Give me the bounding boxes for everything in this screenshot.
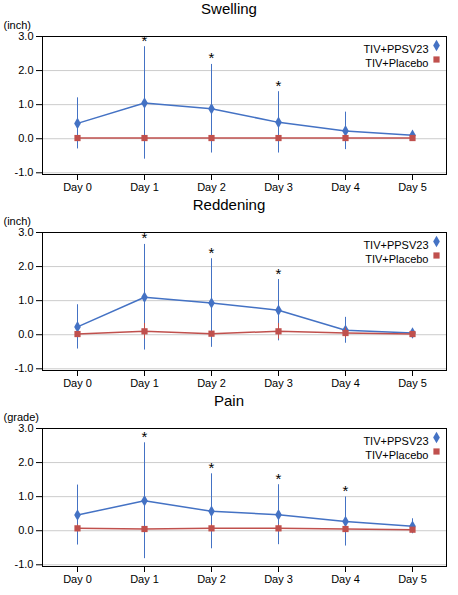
- svg-text:TIV+PPSV23: TIV+PPSV23: [363, 239, 428, 251]
- svg-text:-1.0: -1.0: [15, 558, 34, 570]
- svg-text:*: *: [209, 459, 215, 476]
- svg-text:(inch): (inch): [4, 19, 32, 31]
- svg-text:1.0: 1.0: [18, 490, 33, 502]
- svg-text:*: *: [142, 32, 148, 49]
- svg-text:Day 4: Day 4: [331, 377, 360, 389]
- svg-text:Day 2: Day 2: [197, 377, 226, 389]
- svg-text:0.0: 0.0: [18, 132, 33, 144]
- svg-text:*: *: [142, 428, 148, 445]
- svg-text:Day 3: Day 3: [264, 573, 293, 585]
- svg-text:*: *: [343, 482, 349, 499]
- svg-text:TIV+PPSV23: TIV+PPSV23: [363, 43, 428, 55]
- svg-text:Day 3: Day 3: [264, 377, 293, 389]
- svg-text:(grade): (grade): [4, 411, 39, 423]
- svg-text:TIV+PPSV23: TIV+PPSV23: [363, 435, 428, 447]
- html-text:Pain: Pain: [214, 392, 244, 409]
- svg-text:Day 3: Day 3: [264, 181, 293, 193]
- svg-text:Day 5: Day 5: [398, 181, 427, 193]
- svg-text:2.0: 2.0: [18, 64, 33, 76]
- svg-text:2.0: 2.0: [18, 456, 33, 468]
- svg-text:*: *: [209, 49, 215, 66]
- svg-text:Day 0: Day 0: [63, 181, 92, 193]
- svg-text:Day 1: Day 1: [130, 377, 159, 389]
- svg-text:3.0: 3.0: [18, 422, 33, 434]
- svg-text:(inch): (inch): [4, 215, 32, 227]
- svg-text:*: *: [142, 229, 148, 246]
- svg-text:TIV+Placebo: TIV+Placebo: [365, 253, 428, 265]
- svg-text:Day 4: Day 4: [331, 573, 360, 585]
- svg-text:*: *: [276, 265, 282, 282]
- svg-text:-1.0: -1.0: [15, 166, 34, 178]
- svg-text:*: *: [276, 77, 282, 94]
- svg-text:TIV+Placebo: TIV+Placebo: [365, 57, 428, 69]
- svg-text:1.0: 1.0: [18, 98, 33, 110]
- svg-text:2.0: 2.0: [18, 260, 33, 272]
- svg-text:Day 4: Day 4: [331, 181, 360, 193]
- svg-text:3.0: 3.0: [18, 30, 33, 42]
- svg-text:0.0: 0.0: [18, 524, 33, 536]
- html-text:Reddening: Reddening: [192, 196, 266, 213]
- svg-text:Day 1: Day 1: [130, 573, 159, 585]
- svg-text:Day 2: Day 2: [197, 181, 226, 193]
- svg-text:Day 0: Day 0: [63, 377, 92, 389]
- html-text:Swelling: Swelling: [201, 0, 257, 17]
- svg-text:TIV+Placebo: TIV+Placebo: [365, 449, 428, 461]
- svg-text:3.0: 3.0: [18, 226, 33, 238]
- svg-text:Day 5: Day 5: [398, 573, 427, 585]
- svg-text:0.0: 0.0: [18, 328, 33, 340]
- svg-text:1.0: 1.0: [18, 294, 33, 306]
- svg-text:*: *: [209, 244, 215, 261]
- svg-text:-1.0: -1.0: [15, 362, 34, 374]
- svg-text:Day 2: Day 2: [197, 573, 226, 585]
- svg-text:Day 0: Day 0: [63, 573, 92, 585]
- svg-text:Day 5: Day 5: [398, 377, 427, 389]
- svg-text:*: *: [276, 470, 282, 487]
- svg-text:Day 1: Day 1: [130, 181, 159, 193]
